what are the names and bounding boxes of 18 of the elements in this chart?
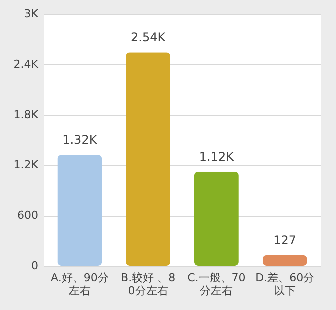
x-tick-label: A.好、90分左右 [50, 272, 109, 298]
x-tick-label: B.较好 、80分左右 [121, 272, 176, 298]
bar [126, 52, 171, 266]
y-tick-label: 600 [18, 209, 38, 222]
y-tick-label: 0 [32, 260, 38, 272]
data-label: 127 [274, 233, 297, 248]
bar [262, 255, 308, 266]
y-tick-label: 2.4K [14, 58, 40, 71]
data-label: 2.54K [131, 30, 167, 45]
x-tick-label: D.差、60分以下 [256, 272, 315, 298]
data-label: 1.12K [199, 150, 236, 164]
bar [58, 155, 102, 266]
data-label: 1.32K [62, 133, 98, 148]
y-tick-label: 1.2K [14, 158, 40, 172]
bar [194, 172, 239, 266]
x-tick-label: C.一般、70分左右 [188, 272, 246, 298]
y-tick-label: 1.8K [14, 108, 40, 122]
y-tick-label: 3K [24, 8, 40, 20]
